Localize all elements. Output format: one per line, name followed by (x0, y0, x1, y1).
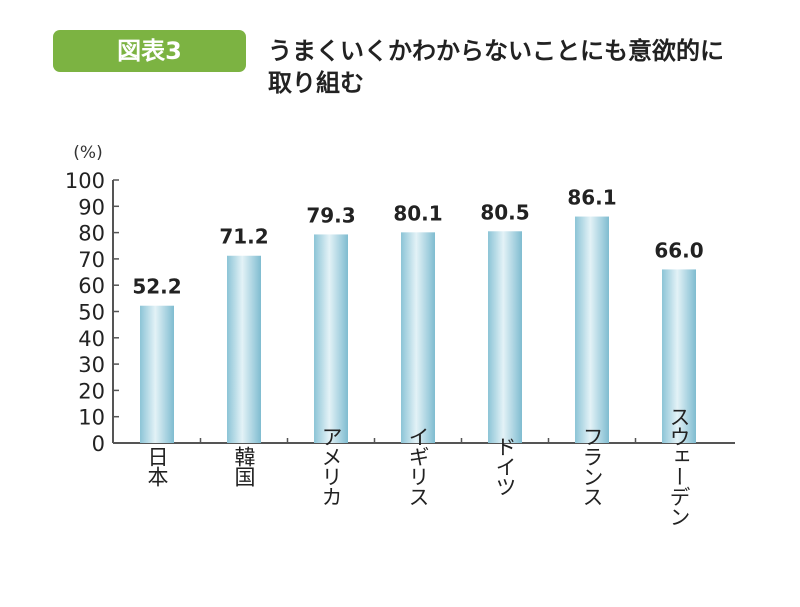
data-label: 66.0 (654, 238, 703, 262)
bar-イギリス (401, 232, 435, 443)
y-tick-label: 40 (78, 327, 105, 351)
y-axis-label: (%) (73, 143, 102, 163)
data-label: 80.5 (480, 200, 529, 224)
y-tick-label: 10 (78, 406, 105, 430)
data-label: 80.1 (393, 201, 442, 225)
bar-スウェーデン (662, 269, 696, 443)
y-tick-label: 60 (78, 274, 105, 298)
figure-badge: 図表3 (53, 30, 246, 72)
y-tick-label: 90 (78, 195, 105, 219)
data-label: 86.1 (567, 186, 616, 210)
x-tick-label: フランス (580, 426, 604, 506)
y-tick-label: 50 (78, 301, 105, 325)
bar-フランス (575, 216, 609, 443)
x-tick-label: ドイツ (493, 436, 517, 496)
y-tick-label: 0 (92, 432, 105, 456)
x-tick-label: 日本 (145, 446, 169, 487)
y-tick-label: 70 (78, 248, 105, 272)
x-tick-label: 韓国 (232, 446, 256, 487)
bar-アメリカ (314, 234, 348, 443)
y-tick-label: 30 (78, 353, 105, 377)
y-tick-label: 100 (65, 169, 105, 193)
data-label: 52.2 (132, 275, 181, 299)
y-tick-label: 20 (78, 379, 105, 403)
chart-title: うまくいくかわからないことにも意欲的に取り組む (268, 37, 724, 97)
data-label: 79.3 (306, 203, 355, 227)
bar-韓国 (227, 255, 261, 443)
x-tick-label: アメリカ (319, 426, 343, 506)
data-label: 71.2 (219, 225, 268, 249)
y-tick-label: 80 (78, 222, 105, 246)
bar-日本 (140, 305, 174, 443)
x-tick-label: イギリス (406, 426, 430, 506)
bar-ドイツ (488, 231, 522, 443)
x-tick-label: スウェーデン (667, 406, 691, 526)
